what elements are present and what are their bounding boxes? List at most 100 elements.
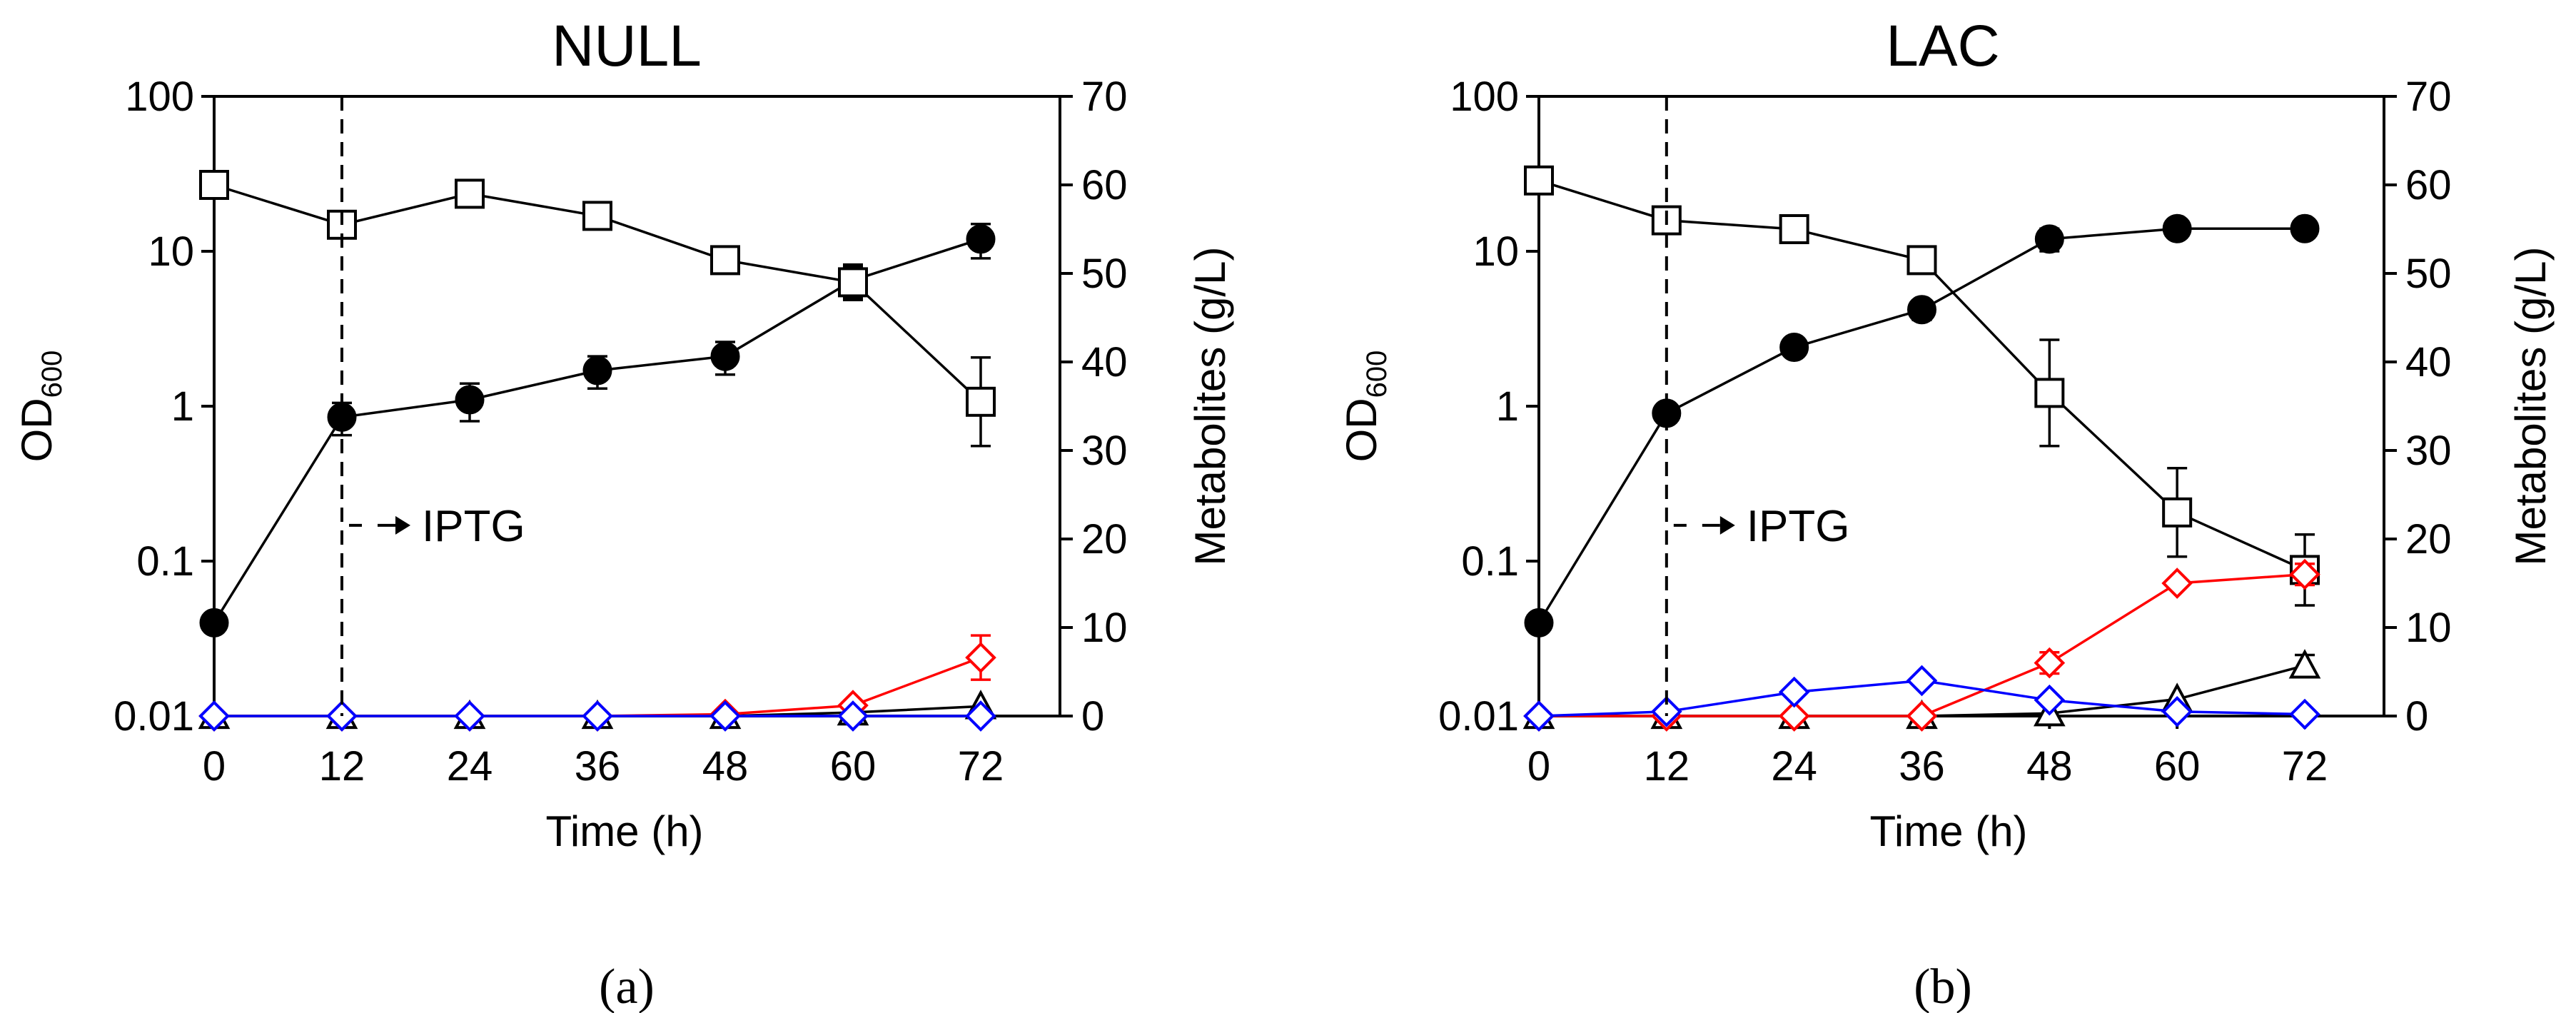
annotation-label: IPTG <box>1747 502 1850 551</box>
y-left-tick-label: 1 <box>171 383 194 430</box>
x-ticks: 0 12 24 36 48 60 72 <box>203 716 1004 790</box>
series-substrate <box>1524 165 2320 607</box>
data-point <box>582 700 613 732</box>
data-point <box>1524 165 1554 196</box>
data-point <box>198 700 230 732</box>
y-right-tick-label: 50 <box>2405 251 2452 297</box>
x-tick-label: 24 <box>1771 743 1817 790</box>
data-point <box>709 700 741 732</box>
x-axis-label: Time (h) <box>1869 807 2027 855</box>
data-point <box>2034 378 2065 408</box>
data-point <box>1778 676 1810 708</box>
x-tick-label: 12 <box>1644 743 1690 790</box>
data-point <box>455 385 485 415</box>
data-point <box>199 608 229 637</box>
series-product-blue-diamond <box>1523 665 2320 732</box>
chart-title: NULL <box>552 14 702 79</box>
y-right-tick-label: 70 <box>2405 74 2452 120</box>
series-layer <box>198 170 997 732</box>
x-tick-label: 0 <box>203 743 226 790</box>
iptg-annotation: IPTG <box>340 96 525 716</box>
arrow-right-icon <box>1719 515 1735 535</box>
y-right-tick-label: 30 <box>1081 428 1128 474</box>
y-left-tick-label: 0.1 <box>1461 538 1519 585</box>
data-point <box>2034 224 2064 254</box>
data-point <box>2034 647 2066 679</box>
y-right-tick-label: 70 <box>1081 74 1128 120</box>
annotation-label: IPTG <box>422 502 525 551</box>
y-right-ticks: 70 60 50 40 30 20 10 0 <box>1060 74 1128 740</box>
series-product-blue-diamond <box>198 700 996 732</box>
y-axis-left-label: OD600 <box>1338 351 1393 463</box>
data-point <box>2288 649 2321 679</box>
x-axis-label: Time (h) <box>545 807 703 855</box>
data-point <box>1523 700 1555 732</box>
x-tick-label: 36 <box>575 743 621 790</box>
data-point <box>2161 695 2193 727</box>
series-od600 <box>199 223 996 637</box>
data-point <box>837 700 869 732</box>
data-point <box>2162 213 2192 243</box>
data-point <box>1779 332 1809 362</box>
x-tick-label: 48 <box>702 743 749 790</box>
y-right-tick-label: 10 <box>1081 605 1128 651</box>
data-point <box>2034 684 2066 716</box>
y-right-ticks: 70 60 50 40 30 20 10 0 <box>2384 74 2452 740</box>
series-substrate <box>199 170 996 448</box>
y-left-ticks: 100 10 1 0.1 0.01 <box>1438 74 1539 740</box>
series-product-red-diamond <box>1523 558 2320 732</box>
data-point <box>1779 214 1809 244</box>
y-left-tick-label: 0.01 <box>113 693 194 740</box>
x-tick-label: 60 <box>830 743 877 790</box>
panel-label: (b) <box>1914 959 1972 1013</box>
y-right-tick-label: 60 <box>1081 162 1128 208</box>
data-point <box>1907 295 1936 325</box>
y-axis-left-label-sub: 600 <box>36 351 68 398</box>
x-tick-label: 36 <box>1899 743 1945 790</box>
y-right-tick-label: 60 <box>2405 162 2452 208</box>
x-tick-label: 72 <box>2282 743 2328 790</box>
y-right-tick-label: 0 <box>1081 693 1104 740</box>
y-axis-left-label-main: OD <box>13 398 61 462</box>
x-tick-label: 72 <box>958 743 1004 790</box>
data-point <box>1524 608 1554 637</box>
y-left-tick-label: 0.01 <box>1438 693 1519 740</box>
series-od600 <box>1524 213 2320 637</box>
data-point <box>965 642 996 673</box>
y-left-tick-label: 10 <box>1473 228 1519 275</box>
y-left-tick-label: 100 <box>125 74 194 120</box>
iptg-annotation: IPTG <box>1665 96 1850 716</box>
y-right-tick-label: 30 <box>2405 428 2452 474</box>
y-right-tick-label: 50 <box>1081 251 1128 297</box>
x-tick-label: 0 <box>1527 743 1550 790</box>
y-right-tick-label: 20 <box>1081 516 1128 563</box>
x-tick-label: 12 <box>319 743 365 790</box>
y-right-tick-label: 40 <box>2405 339 2452 385</box>
data-point <box>582 356 612 385</box>
data-point <box>966 224 996 254</box>
data-point <box>710 245 740 276</box>
arrow-right-icon <box>395 515 410 535</box>
data-point <box>199 170 229 200</box>
y-left-tick-label: 0.1 <box>136 538 194 585</box>
y-axis-left-label-sub: 600 <box>1361 351 1393 398</box>
series-layer <box>1522 165 2321 732</box>
y-right-tick-label: 0 <box>2405 693 2428 740</box>
y-axis-right-label: Metabolites (g/L) <box>1186 247 1234 566</box>
y-right-tick-label: 10 <box>2405 605 2452 651</box>
y-axis-right-label: Metabolites (g/L) <box>2507 247 2555 566</box>
y-left-ticks: 100 10 1 0.1 0.01 <box>113 74 214 740</box>
y-axis-left-label-main: OD <box>1338 398 1385 462</box>
y-left-tick-label: 10 <box>148 228 194 275</box>
data-point <box>455 178 485 209</box>
chart-title: LAC <box>1886 14 2000 79</box>
y-right-tick-label: 20 <box>2405 516 2452 563</box>
data-point <box>582 201 612 231</box>
data-point <box>1778 700 1810 732</box>
data-point <box>966 386 996 417</box>
data-point <box>454 700 485 732</box>
data-point <box>2289 558 2320 590</box>
